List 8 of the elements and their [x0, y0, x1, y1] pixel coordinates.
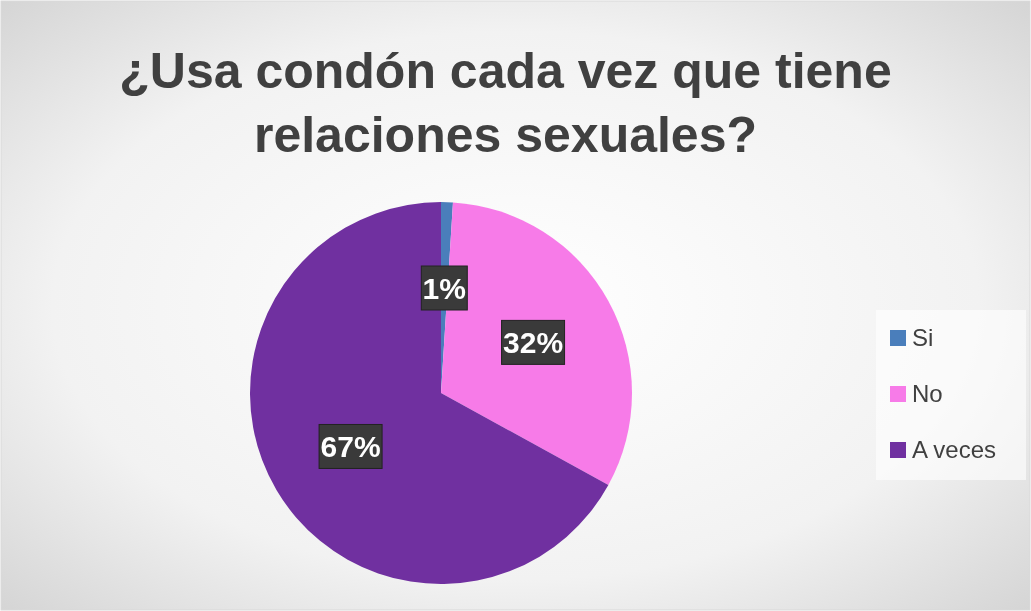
- chart-title: ¿Usa condón cada vez que tiene relaciones sexuales?: [119, 43, 892, 163]
- pie-slice: [250, 202, 609, 584]
- legend-label: A veces: [912, 436, 997, 463]
- legend-label: Si: [912, 324, 934, 351]
- data-label: 67%: [320, 430, 381, 464]
- data-label: 1%: [422, 272, 466, 305]
- legend-label: No: [912, 380, 943, 407]
- data-label: 32%: [503, 326, 564, 360]
